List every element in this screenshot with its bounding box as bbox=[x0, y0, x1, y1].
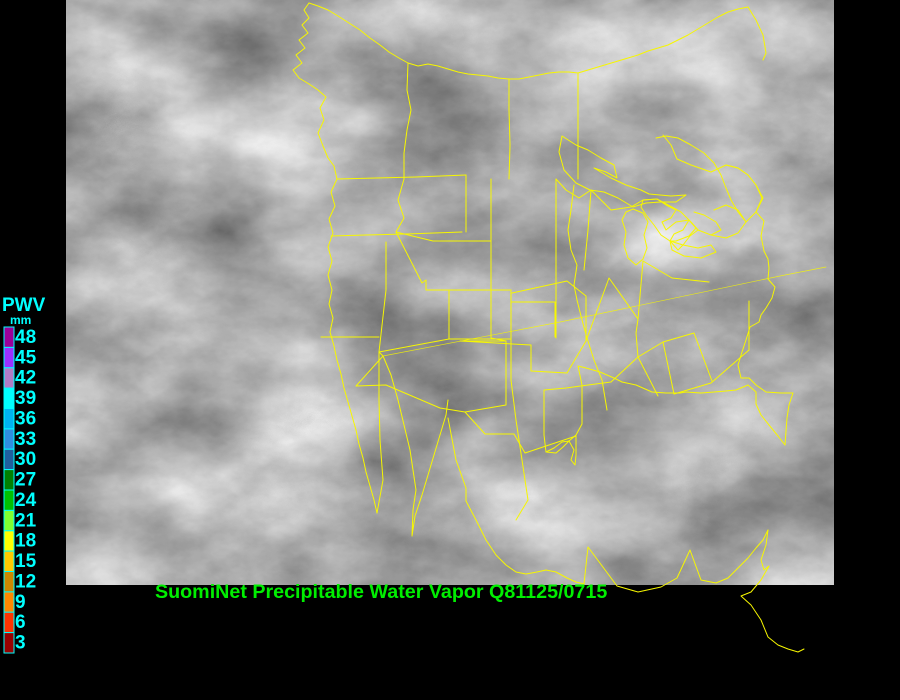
svg-text:15: 15 bbox=[15, 551, 37, 572]
svg-text:9: 9 bbox=[15, 592, 26, 613]
svg-text:30: 30 bbox=[15, 449, 36, 470]
svg-text:3: 3 bbox=[15, 633, 26, 654]
svg-text:36: 36 bbox=[15, 408, 36, 429]
svg-text:42: 42 bbox=[15, 368, 36, 389]
svg-text:24: 24 bbox=[15, 490, 37, 511]
svg-text:SuomiNet Precipitable Water Va: SuomiNet Precipitable Water Vapor Q81125… bbox=[155, 581, 607, 603]
svg-text:33: 33 bbox=[15, 429, 36, 450]
svg-text:45: 45 bbox=[15, 347, 37, 368]
svg-text:18: 18 bbox=[15, 531, 36, 552]
svg-text:39: 39 bbox=[15, 388, 36, 409]
svg-text:48: 48 bbox=[15, 327, 36, 348]
svg-text:21: 21 bbox=[15, 510, 37, 531]
svg-text:27: 27 bbox=[15, 470, 36, 491]
svg-text:12: 12 bbox=[15, 571, 36, 592]
svg-text:6: 6 bbox=[15, 612, 26, 633]
svg-text:mm: mm bbox=[10, 313, 31, 327]
